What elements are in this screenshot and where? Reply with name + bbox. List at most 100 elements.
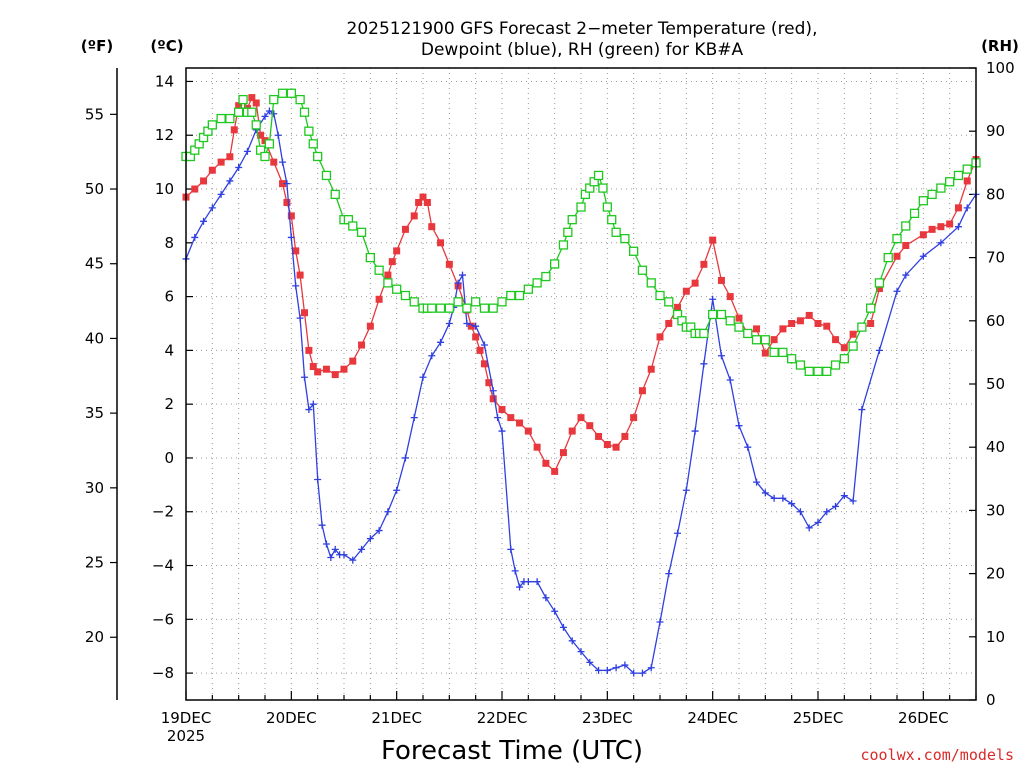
rh-point	[365, 252, 375, 263]
dewpoint-point	[823, 508, 831, 516]
temperature-point	[682, 287, 690, 295]
rh-point	[787, 354, 797, 364]
rh-point	[866, 303, 876, 313]
dewpoint-point	[327, 553, 335, 561]
temperature-point	[516, 419, 524, 427]
dewpoint-point	[840, 492, 848, 500]
celsius-tick-label: 14	[155, 72, 174, 90]
dewpoint-point	[770, 494, 778, 502]
rh-point	[607, 215, 617, 225]
temperature-series	[182, 94, 980, 475]
rh-point	[225, 113, 235, 124]
rh-point	[216, 113, 226, 124]
temperature-point	[419, 193, 427, 201]
plot-frame	[185, 67, 977, 701]
temperature-point	[309, 363, 317, 371]
dewpoint-point	[375, 527, 383, 535]
rh-point	[593, 170, 604, 181]
rh-point	[839, 354, 849, 364]
dewpoint-point	[472, 322, 480, 330]
temperature-point	[480, 360, 488, 368]
celsius-tick-label: −2	[152, 503, 174, 521]
dewpoint-point	[270, 110, 278, 118]
temperature-point	[735, 314, 743, 322]
dewpoint-point	[665, 570, 673, 578]
rh-point	[392, 284, 402, 294]
dewpoint-point	[292, 282, 300, 290]
dewpoint-point	[314, 475, 322, 483]
fahrenheit-tick-label: 20	[85, 628, 104, 646]
temperature-point	[296, 271, 304, 279]
rh-point	[550, 259, 560, 269]
dewpoint-point	[296, 314, 304, 322]
dewpoint-point	[200, 217, 208, 225]
dewpoint-point	[568, 637, 576, 645]
rh-point	[238, 94, 248, 105]
rh-point	[207, 120, 217, 130]
temperature-point	[366, 322, 374, 330]
fahrenheit-tick-label: 30	[85, 479, 104, 497]
dewpoint-point	[551, 607, 559, 615]
dewpoint-point	[814, 519, 822, 527]
dewpoint-point	[261, 112, 269, 120]
temperature-point	[191, 185, 199, 193]
celsius-tick-label: 10	[155, 180, 174, 198]
dewpoint-point	[358, 545, 366, 553]
chart-title-line-2: Dewpoint (blue), RH (green) for KB#A	[421, 40, 744, 60]
rh-point	[962, 164, 972, 174]
rh-point	[304, 126, 314, 136]
rh-point	[471, 297, 481, 307]
temperature-point	[533, 443, 541, 451]
rh-point	[778, 347, 788, 358]
temperature-point	[437, 239, 445, 247]
dewpoint-point	[638, 669, 646, 677]
time-tick-label: 19DEC	[161, 709, 212, 727]
temperature-point	[208, 166, 216, 174]
temperature-point	[551, 467, 559, 475]
time-tick-label: 21DEC	[371, 709, 422, 727]
dewpoint-point	[577, 648, 585, 656]
dewpoint-point	[963, 204, 971, 212]
rh-point	[848, 341, 858, 351]
rh-point	[637, 265, 648, 275]
rh-point	[830, 360, 841, 370]
temperature-point	[674, 303, 682, 311]
celsius-tick-label: −8	[152, 664, 174, 682]
dewpoint-point	[603, 666, 611, 674]
fahrenheit-tick-label: 40	[85, 329, 104, 347]
dewpoint-point	[507, 545, 515, 553]
rh-point	[277, 88, 288, 98]
dewpoint-point	[287, 233, 295, 241]
dewpoint-point	[309, 400, 317, 408]
source-credit: coolwx.com/models	[860, 746, 1014, 764]
temperature-point	[796, 317, 804, 325]
dewpoint-point	[674, 529, 682, 537]
dewpoint-point	[875, 346, 883, 354]
fahrenheit-axis: 20 25 30 35 40 45 50 55	[85, 68, 118, 700]
dewpoint-point	[726, 376, 734, 384]
temperature-point	[235, 102, 243, 110]
rh-point	[751, 335, 762, 345]
rh-point	[435, 303, 446, 313]
temperature-point	[805, 311, 813, 319]
temperature-point	[559, 449, 567, 457]
rh-point	[822, 366, 832, 377]
rh-point	[453, 297, 463, 307]
temperature-point	[753, 325, 761, 333]
rh-axis: 0 10 20 30 40 50 60 70 80 90 100	[969, 59, 1015, 709]
temperature-point	[840, 344, 848, 352]
dewpoint-point	[753, 478, 761, 486]
temperature-point	[770, 336, 778, 344]
temperature-point	[270, 158, 278, 166]
rh-point	[251, 120, 261, 130]
dewpoint-series	[182, 107, 980, 677]
dewpoint-point	[445, 319, 453, 327]
temperature-point	[485, 379, 493, 387]
rh-point	[743, 328, 753, 339]
rh-point	[664, 297, 674, 307]
dewpoint-point	[265, 107, 273, 115]
fahrenheit-tick-label: 25	[85, 554, 104, 572]
dewpoint-point	[243, 147, 251, 155]
rh-point	[602, 202, 612, 212]
